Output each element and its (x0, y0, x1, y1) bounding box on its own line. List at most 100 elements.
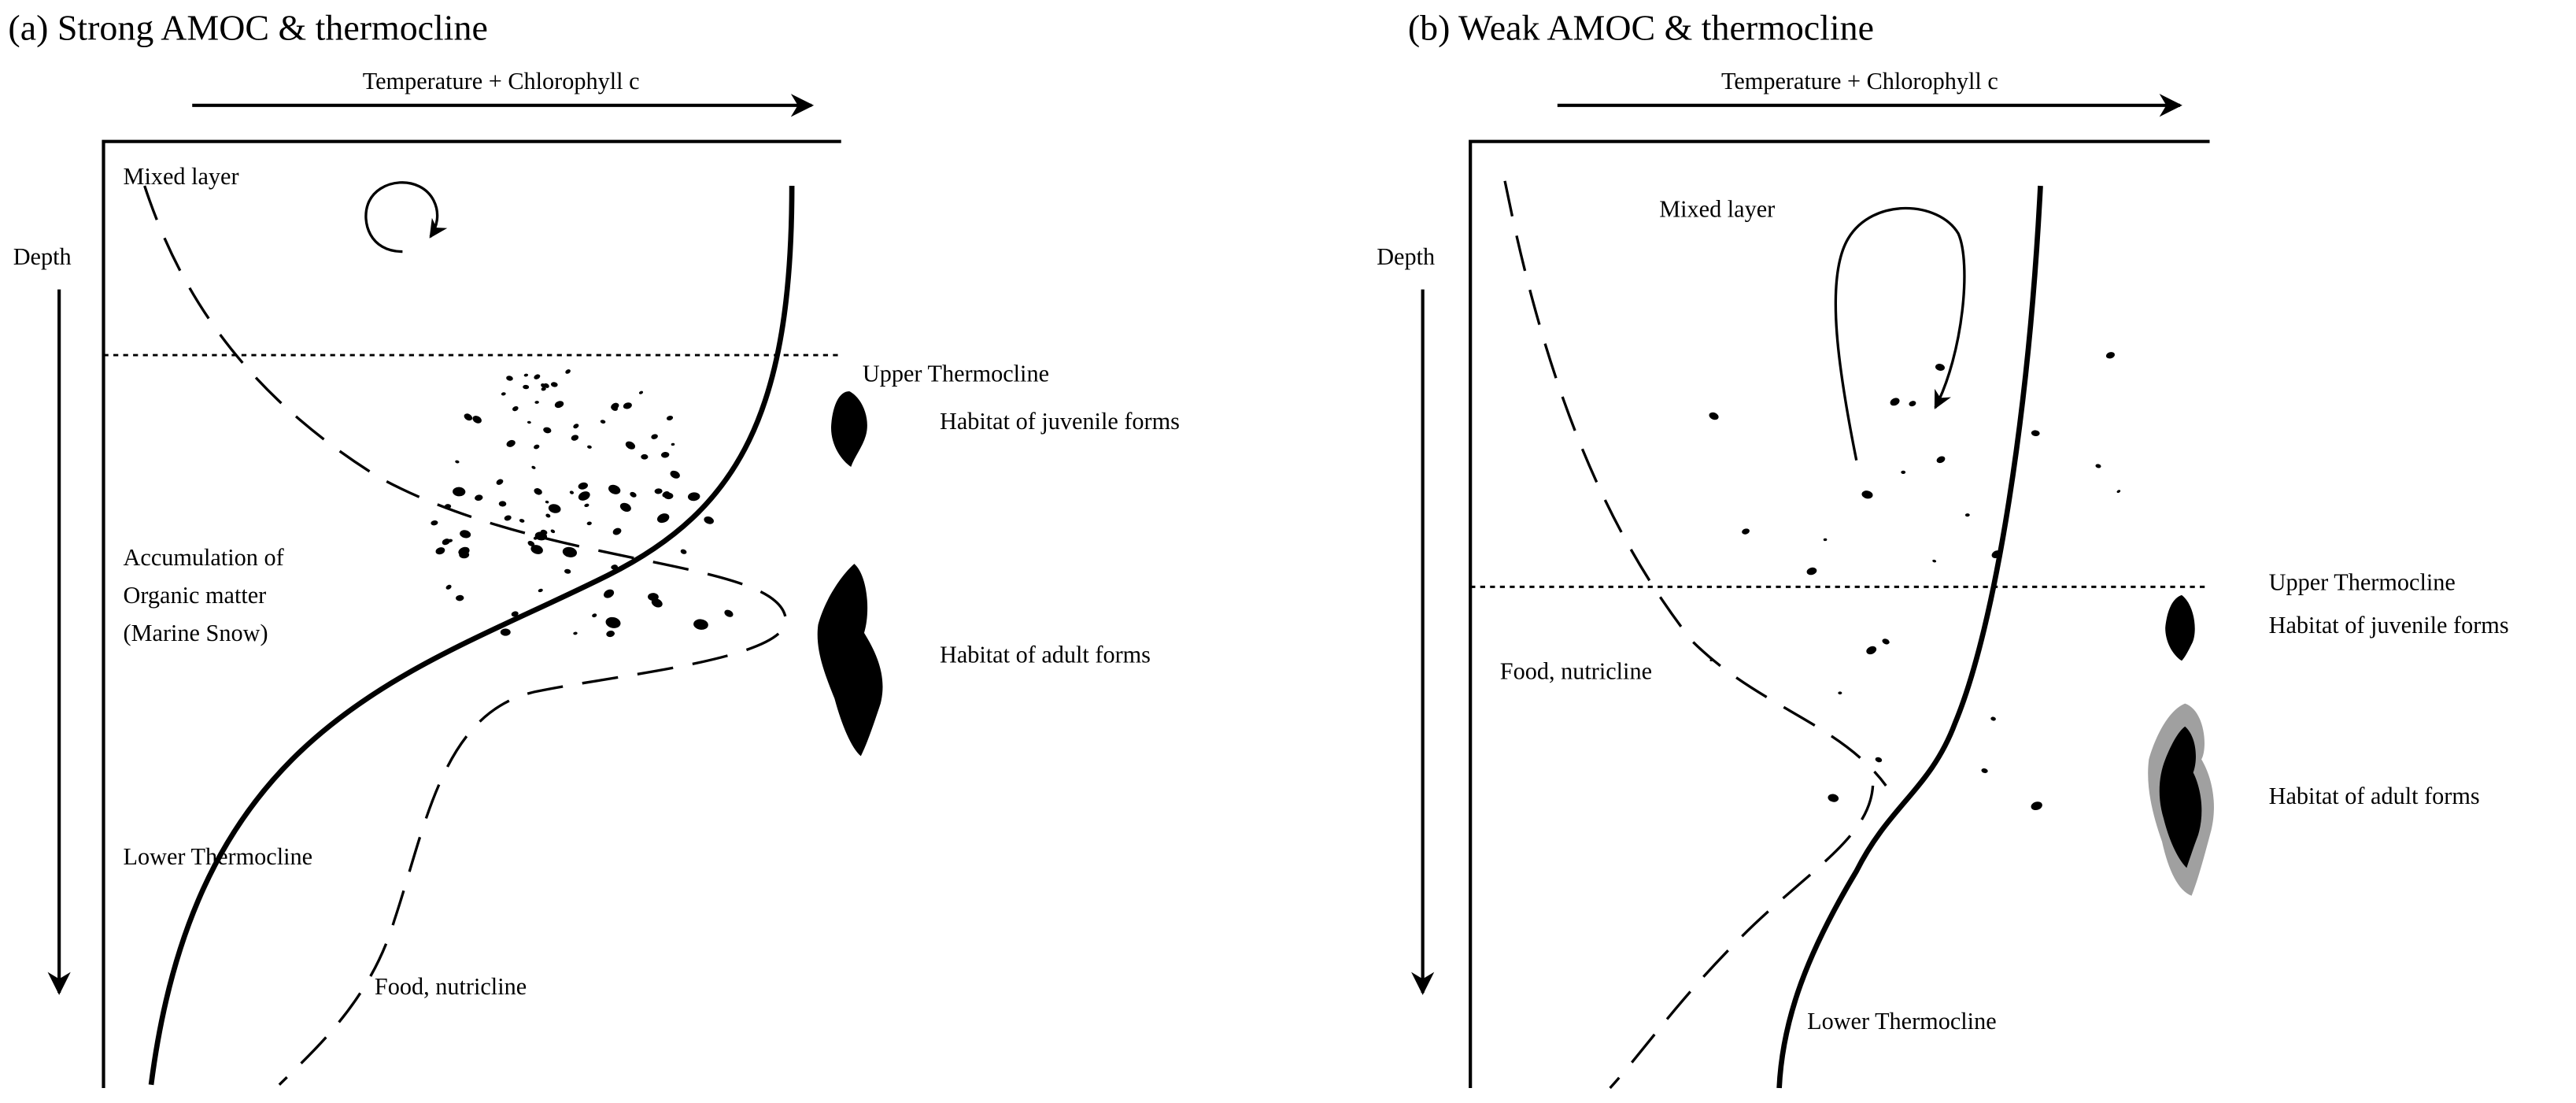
particle (641, 453, 649, 460)
particle (545, 513, 551, 518)
particle (504, 515, 512, 521)
panel-a-juvenile-label: Habitat of juvenile forms (940, 408, 1180, 435)
particle (623, 402, 632, 409)
panel-b-circulation-arrow (1834, 206, 1966, 461)
particle (564, 568, 571, 574)
panel-b-x-axis-label: Temperature + Chlorophyll c (1721, 68, 1998, 94)
panel-a-marine-snow-particles (431, 369, 734, 638)
panel-b-adult-foraminifera (2159, 726, 2202, 868)
particle (1981, 768, 1988, 773)
particle (511, 611, 519, 617)
particle (578, 482, 588, 490)
panel-b-nutricline-curve-upper (1503, 180, 1887, 787)
particle (442, 539, 450, 546)
particle (671, 442, 675, 446)
particle (531, 465, 536, 469)
panel-b: (b) Weak AMOC & thermocline Temperature … (1377, 7, 2509, 1090)
panel-a-title: (a) Strong AMOC & thermocline (8, 7, 487, 47)
particle (538, 588, 543, 593)
particle (1828, 794, 1839, 802)
panel-b-lower-thermocline-label: Lower Thermocline (1807, 1008, 1997, 1035)
particle (550, 529, 556, 534)
panel-b-particles (1709, 352, 2121, 811)
panel-a-frame (102, 139, 841, 1089)
panel-a-depth-label: Depth (13, 243, 72, 270)
panel-b-nutricline-label: Food, nutricline (1500, 657, 1652, 684)
particle (612, 527, 622, 535)
panel-a-circulation-arrow (364, 181, 448, 254)
panel-a-nutricline-label: Food, nutricline (375, 973, 527, 1000)
particle (724, 609, 734, 617)
particle (498, 501, 507, 507)
panel-a-accumulation-label-2: Organic matter (124, 582, 267, 609)
particle (1875, 757, 1883, 763)
particle (506, 376, 513, 381)
particle (2031, 430, 2040, 436)
particle (656, 513, 670, 524)
panel-b-temperature-curve (1776, 185, 2043, 1089)
particle (638, 390, 644, 394)
panel-b-adult-label: Habitat of adult forms (2269, 783, 2480, 809)
particle (550, 382, 558, 387)
particle (578, 491, 590, 501)
particle (670, 470, 680, 479)
panel-a-juvenile-foraminifera (831, 390, 867, 468)
particle (1935, 364, 1945, 371)
particle (541, 387, 546, 391)
particle (586, 521, 592, 526)
particle (662, 491, 671, 498)
particle (651, 598, 663, 608)
particle (512, 405, 519, 412)
particle (1806, 567, 1817, 576)
panel-a-temperature-curve (148, 186, 795, 1086)
particle (2031, 801, 2042, 811)
particle (523, 384, 530, 390)
particle (458, 546, 470, 556)
panel-a-upper-thermocline-label: Upper Thermocline (863, 360, 1049, 387)
particle (1742, 528, 1750, 535)
particle (501, 392, 506, 396)
particle (584, 503, 589, 508)
particle (455, 460, 460, 464)
particle (571, 435, 579, 441)
panel-a-accumulation-label-3: (Marine Snow) (124, 620, 268, 646)
particle (1866, 646, 1877, 655)
particle (1909, 401, 1916, 407)
particle (654, 488, 663, 494)
particle (573, 424, 579, 429)
particle (680, 549, 687, 554)
particle (496, 479, 504, 485)
particle (534, 488, 542, 495)
panel-a-adult-label: Habitat of adult forms (940, 641, 1151, 668)
particle (592, 613, 597, 618)
particle (1936, 456, 1946, 464)
particle (687, 492, 700, 502)
particle (704, 516, 714, 524)
particle (565, 369, 571, 374)
panel-a-x-axis-label: Temperature + Chlorophyll c (363, 68, 640, 94)
particle (619, 502, 631, 512)
panel-b-mixed-layer-label: Mixed layer (1659, 196, 1775, 223)
particle (2105, 352, 2115, 359)
particle (500, 628, 511, 636)
particle (1964, 513, 1970, 517)
panel-a-mixed-layer-label: Mixed layer (124, 163, 239, 190)
particle (543, 427, 552, 434)
particle (611, 405, 619, 411)
particle (693, 619, 708, 630)
particle (453, 487, 466, 497)
particle (1890, 398, 1900, 406)
particle (1823, 538, 1828, 542)
particle (666, 415, 674, 421)
particle (604, 589, 615, 598)
particle (530, 545, 543, 554)
panel-b-depth-label: Depth (1377, 243, 1435, 270)
particle (569, 490, 575, 494)
particle (608, 484, 621, 494)
particle (534, 401, 539, 404)
particle (534, 444, 540, 450)
panel-a-lower-thermocline-label: Lower Thermocline (124, 843, 313, 870)
particle (475, 494, 483, 502)
particle (1882, 638, 1890, 645)
particle (472, 416, 482, 424)
